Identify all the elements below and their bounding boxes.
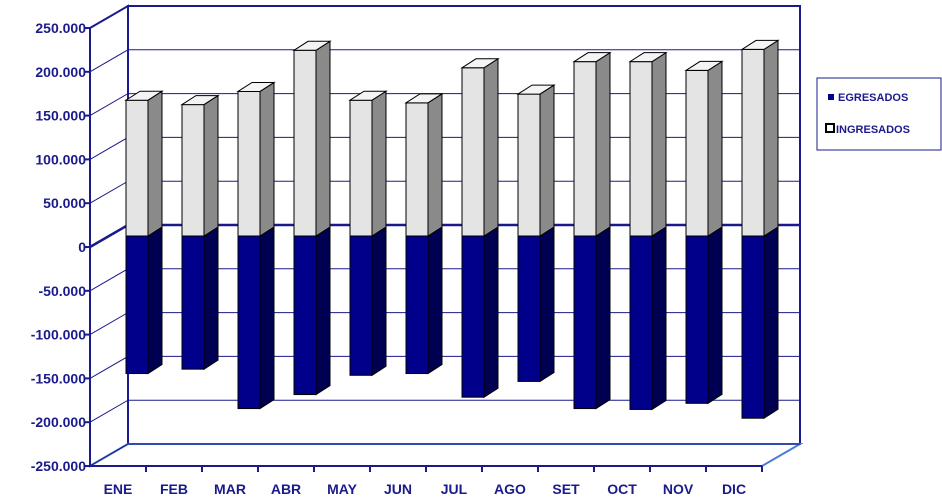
x-tick-label: ENE (104, 481, 133, 497)
gridline (89, 49, 800, 73)
bar-side-ingresados (595, 51, 611, 237)
x-tick-label: JUL (441, 481, 468, 497)
bar-top-ingresados (628, 52, 668, 63)
bar-side-ingresados (763, 39, 779, 237)
y-axis-ticks: 250.000 200.000 150.000 100.000 50.000 0 -50.0… (31, 20, 91, 474)
bar-egresados-oct (629, 235, 653, 410)
bar-egresados-may (349, 235, 373, 376)
legend-label-egresados: EGRESADOS (838, 92, 908, 104)
bar-top-ingresados (572, 52, 612, 63)
y-tick-label: 0 (78, 239, 86, 255)
bar-ingresados-abr (293, 49, 317, 237)
bar-side-ingresados (371, 90, 387, 237)
bar-side-ingresados (707, 60, 723, 237)
y-tick-label: -100.000 (31, 327, 86, 343)
bar-top-ingresados (180, 95, 220, 106)
bar-side-egresados (371, 226, 387, 377)
bar-side-egresados (259, 226, 275, 410)
bar-side-egresados (315, 226, 331, 396)
legend-swatch-ingresados (825, 123, 835, 133)
bar-side-ingresados (315, 40, 331, 237)
bar-top-ingresados (292, 40, 332, 51)
x-axis-labels: ENE FEB MAR ABR MAY JUN JUL AGO SET OCT NOV DIC (90, 465, 763, 497)
bar-side-ingresados (539, 84, 555, 237)
bar-top-ingresados (684, 60, 724, 71)
bar-top-ingresados (236, 81, 276, 92)
y-tick-label: 100.000 (35, 151, 86, 167)
x-tick-label: JUN (384, 481, 412, 497)
bar-ingresados-oct (629, 61, 653, 237)
chart-bars (124, 39, 780, 420)
bar-side-ingresados (483, 57, 499, 237)
legend-swatch-egresados (828, 94, 834, 100)
y-tick-label: 200.000 (35, 64, 86, 80)
bar-ingresados-feb (181, 104, 205, 237)
gridline (89, 5, 800, 29)
bar-side-ingresados (651, 51, 667, 237)
bar-ingresados-nov (685, 69, 709, 237)
bar-ingresados-jul (461, 67, 485, 237)
bar-ingresados-ago (517, 93, 541, 237)
y-tick-label: -50.000 (39, 283, 87, 299)
bar-top-ingresados (740, 39, 780, 50)
bar-side-ingresados (259, 81, 275, 237)
x-tick-label: MAR (214, 481, 246, 497)
x-tick-label: FEB (160, 481, 188, 497)
bar-side-egresados (203, 226, 219, 371)
bar-egresados-jun (405, 235, 429, 375)
bar-egresados-nov (685, 235, 709, 404)
bar-top-ingresados (124, 90, 164, 101)
bar-ingresados-jun (405, 102, 429, 237)
bar-ingresados-dic (741, 48, 765, 237)
y-tick-label: 50.000 (43, 195, 86, 211)
x-tick-label: AGO (494, 481, 526, 497)
bar-egresados-abr (293, 235, 317, 396)
bar-top-ingresados (348, 90, 388, 101)
bar-side-egresados (651, 226, 667, 411)
bar-egresados-set (573, 235, 597, 410)
y-tick-label: -200.000 (31, 414, 86, 430)
y-tick-label: 150.000 (35, 108, 86, 124)
bar-side-egresados (763, 226, 779, 420)
bar-egresados-dic (741, 235, 765, 419)
floor (86, 443, 804, 467)
bar-ingresados-set (573, 61, 597, 237)
bar-egresados-feb (181, 235, 205, 370)
x-tick-label: SET (552, 481, 580, 497)
bar-top-ingresados (460, 58, 500, 69)
bar-side-egresados (483, 226, 499, 399)
bar-egresados-jul (461, 235, 485, 398)
bar-ingresados-may (349, 99, 373, 237)
y-tick-label: -150.000 (31, 370, 86, 386)
legend-box (816, 77, 942, 151)
bar-side-egresados (707, 226, 723, 405)
bar-side-egresados (595, 226, 611, 410)
bar-side-ingresados (147, 90, 163, 237)
gridline (89, 443, 800, 467)
bar-egresados-mar (237, 235, 261, 410)
x-tick-label: OCT (607, 481, 637, 497)
bar-egresados-ene (125, 235, 149, 375)
bar-side-egresados (427, 226, 443, 375)
legend-label-ingresados: INGRESADOS (836, 124, 910, 136)
x-tick-label: ABR (271, 481, 301, 497)
bar-ingresados-mar (237, 90, 261, 237)
x-tick-label: DIC (722, 481, 746, 497)
bar-egresados-ago (517, 235, 541, 382)
bar-side-ingresados (203, 94, 219, 237)
chart-legend: EGRESADOS INGRESADOS (816, 77, 942, 151)
y-tick-label: -250.000 (31, 458, 86, 474)
y-tick-label: 250.000 (35, 20, 86, 36)
bar-side-egresados (147, 226, 163, 375)
bar-top-ingresados (404, 93, 444, 104)
x-tick-label: MAY (327, 481, 357, 497)
x-tick-label: NOV (663, 481, 694, 497)
bar-ingresados-ene (125, 99, 149, 237)
bar-top-ingresados (516, 84, 556, 95)
bar-side-egresados (539, 226, 555, 383)
bar-side-ingresados (427, 92, 443, 237)
